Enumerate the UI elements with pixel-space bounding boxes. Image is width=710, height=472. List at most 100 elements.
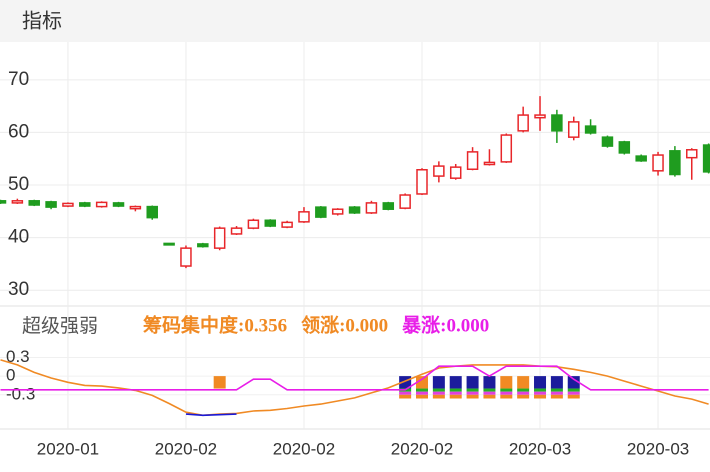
bar xyxy=(517,394,530,399)
candle-body xyxy=(618,141,631,154)
candle-body xyxy=(348,206,361,214)
candle-body xyxy=(551,114,563,132)
candle-body xyxy=(601,136,614,147)
bar xyxy=(416,391,428,395)
x-tick-label: 2020-03 xyxy=(509,439,571,458)
candle-body xyxy=(331,208,344,215)
header-bar xyxy=(0,0,710,42)
bar xyxy=(500,388,513,392)
x-tick-label: 2020-02 xyxy=(273,439,335,458)
candle-body xyxy=(95,201,108,208)
indicator-value: 筹码集中度:0.356 xyxy=(143,313,287,336)
bar xyxy=(399,394,412,399)
bar xyxy=(449,394,462,399)
x-tick-label: 2020-01 xyxy=(37,439,99,458)
bar xyxy=(500,391,513,395)
bar xyxy=(432,394,445,399)
bar xyxy=(517,388,530,392)
indicator-value: 领涨:0.000 xyxy=(301,313,388,336)
bar xyxy=(399,391,412,395)
bar xyxy=(567,388,580,392)
bar xyxy=(500,394,513,399)
y-tick-label: 0 xyxy=(6,366,15,385)
candle-body xyxy=(416,169,428,195)
candle-body xyxy=(45,201,57,208)
candle-body xyxy=(702,144,710,173)
candle-body xyxy=(79,202,91,207)
y-tick-label: 60 xyxy=(8,121,29,142)
bar xyxy=(466,388,479,392)
candle-body xyxy=(230,227,243,235)
bar xyxy=(466,376,479,389)
bar xyxy=(550,376,563,389)
candle-body xyxy=(0,200,7,204)
bar xyxy=(416,376,428,389)
bar xyxy=(550,388,563,392)
candle-body xyxy=(567,121,580,138)
line xyxy=(0,365,709,391)
bar xyxy=(213,376,226,389)
panel-title: 超级强弱 xyxy=(22,315,98,337)
bar xyxy=(517,376,530,389)
bar xyxy=(466,394,479,399)
line xyxy=(185,413,237,417)
bar xyxy=(416,388,428,392)
y-tick-label: 30 xyxy=(8,279,29,300)
bar xyxy=(567,394,580,399)
bar xyxy=(416,394,428,399)
candle-body xyxy=(433,165,445,177)
candle-body xyxy=(163,242,175,246)
candle-body xyxy=(382,202,395,210)
bar xyxy=(517,391,530,395)
bar xyxy=(550,394,563,399)
candle-body xyxy=(112,202,125,207)
bar xyxy=(483,391,496,395)
candle-body xyxy=(686,149,698,159)
candle-body xyxy=(213,227,226,249)
header-title: 指标 xyxy=(22,9,62,32)
candle-body xyxy=(197,243,209,248)
candle-body xyxy=(449,166,462,179)
candle-body xyxy=(298,211,310,223)
bar xyxy=(534,391,547,395)
bar xyxy=(534,388,547,392)
candle-body xyxy=(584,125,597,134)
x-tick-label: 2020-02 xyxy=(391,439,453,458)
candle-body xyxy=(281,221,293,228)
bar xyxy=(550,391,563,395)
y-tick-label: 40 xyxy=(8,227,29,248)
candle-body xyxy=(534,114,546,119)
bar xyxy=(449,391,462,395)
candle-body xyxy=(466,151,479,170)
bar xyxy=(483,388,496,392)
y-tick-label: 0.3 xyxy=(6,347,30,366)
bar xyxy=(432,391,445,395)
bar xyxy=(500,376,513,389)
candle-body xyxy=(635,155,647,162)
bar xyxy=(466,391,479,395)
candle-body xyxy=(146,205,158,219)
candle-body xyxy=(180,247,192,267)
x-tick-label: 2020-02 xyxy=(155,439,217,458)
bar xyxy=(567,376,580,389)
indicator-value: 暴涨:0.000 xyxy=(402,314,489,336)
bar xyxy=(483,376,496,389)
candle-body xyxy=(11,200,24,204)
y-tick-label: 70 xyxy=(8,69,29,90)
candle-body xyxy=(517,114,529,132)
candle-body xyxy=(483,161,496,166)
x-tick-label: 2020-03 xyxy=(627,439,689,458)
bar xyxy=(432,376,445,389)
candle-body xyxy=(28,200,40,206)
bar xyxy=(432,388,445,392)
y-tick-label: -0.3 xyxy=(6,384,35,403)
line xyxy=(0,359,709,417)
candle-body xyxy=(365,202,378,214)
candle-body xyxy=(129,205,142,210)
candle-body xyxy=(500,134,513,163)
bar xyxy=(449,376,462,389)
bar xyxy=(449,388,462,392)
bar xyxy=(483,394,496,399)
